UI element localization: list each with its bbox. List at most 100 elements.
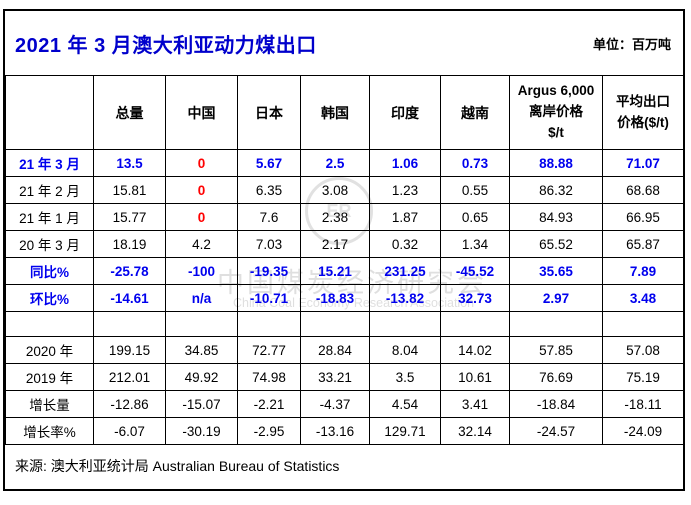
table-cell: 0.73 xyxy=(440,149,510,177)
table-cell: 49.92 xyxy=(165,363,238,391)
page-title: 2021 年 3 月澳大利亚动力煤出口 xyxy=(15,34,317,57)
table-cell: 2.38 xyxy=(300,203,370,231)
table-cell: -19.35 xyxy=(237,257,301,285)
table-cell: 32.73 xyxy=(440,284,510,312)
table-cell: 76.69 xyxy=(509,363,603,391)
table-cell: 7.03 xyxy=(237,230,301,258)
table-cell xyxy=(165,311,238,337)
table-cell: 32.14 xyxy=(440,417,510,445)
table-cell: 6.35 xyxy=(237,176,301,204)
table-cell: 14.02 xyxy=(440,336,510,364)
table-cell: 84.93 xyxy=(509,203,603,231)
table-cell: 71.07 xyxy=(602,149,683,177)
column-header-korea: 韩国 xyxy=(300,75,370,150)
table-cell: 28.84 xyxy=(300,336,370,364)
table-cell: 75.19 xyxy=(602,363,683,391)
row-label: 2019 年 xyxy=(5,363,94,391)
row-label: 环比% xyxy=(5,284,94,312)
spacer-row xyxy=(5,311,683,337)
table-cell xyxy=(369,311,441,337)
column-header-vietnam: 越南 xyxy=(440,75,510,150)
table-cell: 65.87 xyxy=(602,230,683,258)
table-cell: n/a xyxy=(165,284,238,312)
table-cell: 3.41 xyxy=(440,390,510,418)
row-label: 21 年 1 月 xyxy=(5,203,94,231)
column-header-argus-price: Argus 6,000 离岸价格 $/t xyxy=(509,75,603,150)
table-cell: -25.78 xyxy=(93,257,166,285)
table-cell xyxy=(93,311,166,337)
table-cell: 0.65 xyxy=(440,203,510,231)
table-cell: 1.34 xyxy=(440,230,510,258)
table-cell: 72.77 xyxy=(237,336,301,364)
table-row: 同比% -25.78 -100 -19.35 15.21 231.25 -45.… xyxy=(5,257,683,285)
table-cell: 231.25 xyxy=(369,257,441,285)
table-cell: 15.21 xyxy=(300,257,370,285)
unit-label: 单位：百万吨 xyxy=(592,36,671,52)
table-cell: 1.23 xyxy=(369,176,441,204)
column-header-japan: 日本 xyxy=(237,75,301,150)
table-cell: -10.71 xyxy=(237,284,301,312)
table-cell: -45.52 xyxy=(440,257,510,285)
table-cell: 3.48 xyxy=(602,284,683,312)
column-header-china: 中国 xyxy=(165,75,238,150)
table-cell: 57.85 xyxy=(509,336,603,364)
table-cell: 0 xyxy=(165,149,238,177)
table-cell: -4.37 xyxy=(300,390,370,418)
table-cell: 0 xyxy=(165,203,238,231)
table-cell: 66.95 xyxy=(602,203,683,231)
table-cell: 0.55 xyxy=(440,176,510,204)
table-cell: 3.5 xyxy=(369,363,441,391)
table-cell: 7.89 xyxy=(602,257,683,285)
table-cell: 5.67 xyxy=(237,149,301,177)
table-cell xyxy=(440,311,510,337)
corner-cell xyxy=(5,75,94,150)
table-cell: 57.08 xyxy=(602,336,683,364)
table-cell: 0 xyxy=(165,176,238,204)
table-cell xyxy=(300,311,370,337)
table-cell: 7.6 xyxy=(237,203,301,231)
table-cell: -13.82 xyxy=(369,284,441,312)
table-row: 增长量 -12.86 -15.07 -2.21 -4.37 4.54 3.41 … xyxy=(5,390,683,418)
table-cell: 8.04 xyxy=(369,336,441,364)
export-data-table: 总量 中国 日本 韩国 印度 越南 Argus 6,000 离岸价格 $/t 平… xyxy=(5,75,683,445)
table-cell: 10.61 xyxy=(440,363,510,391)
table-cell: -18.11 xyxy=(602,390,683,418)
table-cell: 2.5 xyxy=(300,149,370,177)
table-cell: -14.61 xyxy=(93,284,166,312)
table-row: 20 年 3 月 18.19 4.2 7.03 2.17 0.32 1.34 6… xyxy=(5,230,683,258)
table-cell: -6.07 xyxy=(93,417,166,445)
table-cell: 2.17 xyxy=(300,230,370,258)
table-cell: 4.54 xyxy=(369,390,441,418)
title-bar: 2021 年 3 月澳大利亚动力煤出口 单位：百万吨 xyxy=(5,11,683,75)
table-cell: 2.97 xyxy=(509,284,603,312)
table-cell: -24.57 xyxy=(509,417,603,445)
table-cell: -15.07 xyxy=(165,390,238,418)
row-label: 20 年 3 月 xyxy=(5,230,94,258)
table-cell: 1.87 xyxy=(369,203,441,231)
table-cell: 74.98 xyxy=(237,363,301,391)
table-cell: 4.2 xyxy=(165,230,238,258)
table-cell: 34.85 xyxy=(165,336,238,364)
table-row: 21 年 2 月 15.81 0 6.35 3.08 1.23 0.55 86.… xyxy=(5,176,683,204)
table-cell: 88.88 xyxy=(509,149,603,177)
table-cell: 86.32 xyxy=(509,176,603,204)
table-cell: -30.19 xyxy=(165,417,238,445)
table-cell: 33.21 xyxy=(300,363,370,391)
table-cell: -2.21 xyxy=(237,390,301,418)
column-header-india: 印度 xyxy=(369,75,441,150)
row-label: 增长量 xyxy=(5,390,94,418)
table-header-row: 总量 中国 日本 韩国 印度 越南 Argus 6,000 离岸价格 $/t 平… xyxy=(5,75,683,150)
table-cell xyxy=(5,311,94,337)
table-cell: -12.86 xyxy=(93,390,166,418)
table-cell: 35.65 xyxy=(509,257,603,285)
row-label: 2020 年 xyxy=(5,336,94,364)
table-cell: 68.68 xyxy=(602,176,683,204)
row-label: 增长率% xyxy=(5,417,94,445)
table-cell: 15.77 xyxy=(93,203,166,231)
table-cell: 199.15 xyxy=(93,336,166,364)
source-footer: 来源: 澳大利亚统计局 Australian Bureau of Statist… xyxy=(5,445,683,487)
table-cell: 129.71 xyxy=(369,417,441,445)
table-cell: 65.52 xyxy=(509,230,603,258)
source-text: 来源: 澳大利亚统计局 Australian Bureau of Statist… xyxy=(15,458,340,474)
table-cell: -2.95 xyxy=(237,417,301,445)
